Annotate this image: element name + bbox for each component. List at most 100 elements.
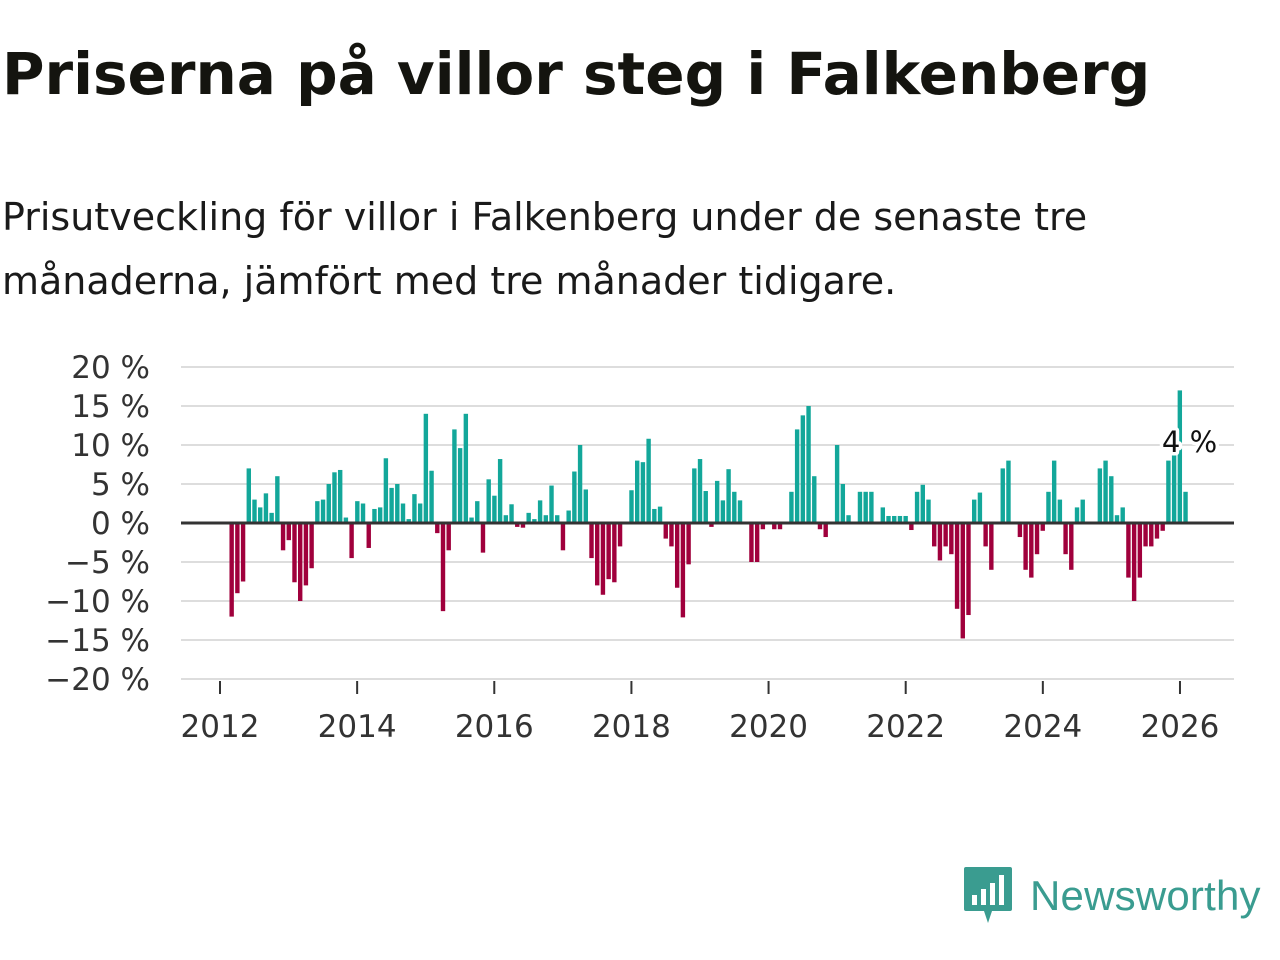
bar	[972, 499, 977, 523]
bar	[1131, 523, 1137, 601]
bar	[583, 489, 588, 523]
bar	[606, 523, 611, 580]
bar	[1143, 523, 1148, 547]
bar	[1149, 523, 1154, 547]
bar	[1137, 523, 1143, 578]
bar	[1023, 523, 1028, 570]
bar	[1097, 468, 1103, 523]
bar	[737, 500, 743, 523]
bar	[657, 506, 663, 523]
bar	[1183, 491, 1188, 523]
bar	[1114, 515, 1120, 523]
bar	[697, 459, 703, 523]
bar	[463, 413, 469, 523]
bar	[377, 507, 383, 523]
bar	[480, 523, 486, 553]
bar	[1160, 523, 1165, 531]
bar	[949, 523, 954, 555]
bar	[326, 484, 331, 523]
bar	[269, 512, 274, 523]
bar	[457, 448, 463, 523]
chart-title: Priserna på villor steg i Falkenberg	[2, 40, 1151, 108]
bar	[309, 523, 314, 569]
bar	[1103, 460, 1108, 523]
bar	[954, 523, 960, 609]
bar	[635, 460, 640, 523]
bar	[709, 523, 714, 527]
bar	[834, 445, 840, 523]
bar	[777, 523, 783, 530]
bar	[932, 523, 937, 547]
bar	[263, 493, 269, 523]
y-axis-labels: 20 %15 %10 %5 %0 %−5 %−10 %−15 %−20 %	[45, 350, 150, 698]
bar	[794, 429, 800, 523]
bar	[555, 515, 560, 523]
bar	[252, 499, 257, 523]
bar	[760, 523, 766, 530]
bar	[1074, 507, 1080, 523]
bar	[303, 523, 309, 586]
bar	[1177, 390, 1183, 523]
bar	[435, 523, 440, 534]
bar	[989, 523, 994, 570]
bar	[452, 429, 457, 523]
bar	[892, 515, 897, 523]
bar	[612, 523, 617, 583]
bar	[943, 523, 948, 547]
bar	[292, 523, 297, 583]
bar	[543, 515, 549, 523]
bar	[640, 462, 646, 523]
bar	[617, 523, 623, 547]
bar	[1051, 460, 1057, 523]
y-tick-label: −5 %	[65, 545, 150, 581]
bar	[1069, 523, 1074, 570]
bar	[680, 523, 686, 618]
x-tick-label: 2020	[729, 709, 808, 745]
bar	[572, 471, 577, 523]
bar	[674, 523, 680, 588]
y-tick-label: −20 %	[45, 662, 150, 698]
bar	[817, 523, 823, 530]
bar	[720, 500, 726, 523]
bar	[646, 438, 651, 523]
bar	[1046, 491, 1051, 523]
bar	[1109, 476, 1114, 523]
bar-chart: 20 %15 %10 %5 %0 %−5 %−10 %−15 %−20 % 20…	[45, 350, 1234, 745]
bar	[652, 508, 657, 523]
x-tick-label: 2018	[592, 709, 671, 745]
bar	[714, 480, 720, 523]
bar	[566, 510, 571, 523]
bar	[497, 459, 503, 523]
bar	[1126, 523, 1131, 578]
bar	[429, 470, 434, 523]
bar	[1017, 523, 1023, 538]
bar	[663, 523, 668, 539]
bar	[349, 523, 354, 559]
bar	[486, 479, 491, 523]
bar	[886, 515, 891, 523]
bar	[343, 517, 349, 523]
bar	[1080, 499, 1085, 523]
bar	[857, 491, 863, 523]
bar	[1040, 523, 1045, 531]
bar	[240, 523, 246, 582]
bar	[920, 484, 925, 523]
bar	[692, 468, 697, 523]
x-tick-label: 2014	[318, 709, 397, 745]
bar	[1166, 460, 1171, 523]
newsworthy-logo: Newsworthy	[962, 865, 1261, 927]
bars	[229, 390, 1188, 639]
bar	[355, 501, 360, 523]
brand-name: Newsworthy	[1030, 872, 1261, 919]
bar	[315, 501, 320, 523]
bar	[846, 515, 851, 523]
bar	[749, 523, 754, 562]
bar	[532, 519, 537, 523]
bar	[960, 523, 965, 639]
bar	[903, 515, 908, 523]
bar	[360, 503, 366, 523]
bar	[1029, 523, 1034, 578]
bar	[897, 515, 903, 523]
bar	[909, 523, 914, 531]
bar	[298, 523, 303, 601]
